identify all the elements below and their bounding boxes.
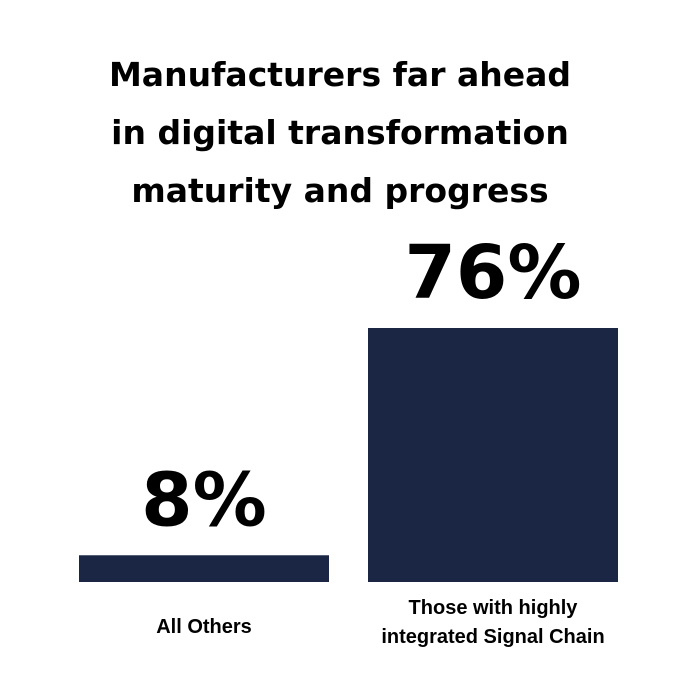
category-label-line: integrated Signal Chain — [381, 626, 605, 648]
category-label-signal-chain: Those with highly integrated Signal Chai… — [343, 594, 643, 652]
category-label-all-others: All Others — [79, 613, 329, 642]
category-label-line: All Others — [156, 616, 252, 638]
bar-signal-chain — [368, 328, 618, 582]
chart-title-line: Manufacturers far ahead — [108, 55, 572, 94]
bar-all-others — [79, 555, 329, 582]
value-label-all-others: 8% — [141, 457, 267, 543]
chart-title-line: in digital transformation — [111, 113, 569, 152]
category-label-line: Those with highly — [408, 597, 578, 619]
value-label-signal-chain: 76% — [404, 230, 581, 316]
chart-title-line: maturity and progress — [131, 171, 549, 210]
chart-title: Manufacturers far ahead in digital trans… — [40, 46, 640, 220]
